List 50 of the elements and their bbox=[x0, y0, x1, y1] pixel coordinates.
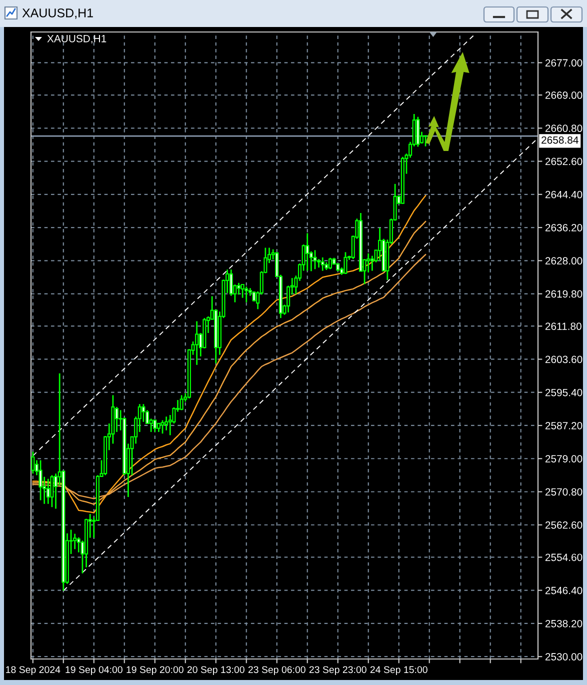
candlestick bbox=[306, 232, 310, 272]
candlestick bbox=[236, 282, 241, 296]
candlestick bbox=[142, 403, 146, 423]
y-tick-label: 2587.20 bbox=[545, 422, 582, 430]
x-tick-label: 23 Sep 06:00 bbox=[248, 666, 306, 676]
y-tick-label: 2636.20 bbox=[545, 224, 582, 232]
candlestick bbox=[180, 394, 184, 411]
y-tick-label: 2669.00 bbox=[545, 92, 582, 99]
y-tick-label: 2677.00 bbox=[545, 59, 582, 67]
y-tick-label: 2644.40 bbox=[545, 190, 582, 198]
ref-line-label: 2658.84 bbox=[542, 136, 578, 144]
chart-title: XAUUSD,H1 bbox=[22, 8, 93, 19]
candlestick bbox=[46, 478, 50, 505]
y-tick-label: 2579.00 bbox=[545, 455, 582, 462]
candlestick bbox=[73, 533, 77, 550]
candlestick bbox=[195, 320, 199, 366]
y-tick-label: 2530.00 bbox=[545, 653, 582, 660]
x-tick-label: 18 Sep 2024 bbox=[6, 666, 60, 676]
y-tick-label: 2652.60 bbox=[545, 158, 582, 166]
y-tick-label: 2595.40 bbox=[545, 388, 582, 396]
candlestick bbox=[244, 286, 248, 303]
candlestick bbox=[240, 283, 244, 299]
line-series bbox=[62, 139, 537, 592]
y-tick-label: 2603.60 bbox=[545, 356, 582, 364]
candlestick bbox=[164, 416, 168, 432]
y-tick-label: 2538.20 bbox=[545, 620, 582, 628]
x-tick-label: 19 Sep 20:00 bbox=[126, 666, 184, 676]
y-tick-label: 2562.60 bbox=[545, 521, 582, 529]
candlestick bbox=[38, 460, 42, 501]
candlestick bbox=[313, 249, 317, 270]
x-tick-label: 24 Sep 15:00 bbox=[370, 666, 428, 676]
candlestick bbox=[31, 451, 35, 474]
candlestick bbox=[328, 257, 332, 270]
x-tick-label: 20 Sep 13:00 bbox=[187, 666, 244, 676]
chart-subtitle: XAUUSD,H1 bbox=[47, 34, 106, 44]
candlestick bbox=[153, 418, 157, 433]
y-tick-label: 2660.80 bbox=[545, 124, 582, 132]
candlestick bbox=[344, 251, 348, 275]
y-tick-label: 2628.00 bbox=[545, 257, 582, 265]
x-tick-label: 19 Sep 04:00 bbox=[66, 666, 122, 676]
candlestick bbox=[320, 256, 324, 272]
y-tick-label: 2611.80 bbox=[545, 322, 582, 330]
candlestick bbox=[114, 406, 119, 433]
y-tick-label: 2619.80 bbox=[545, 290, 582, 298]
x-tick-label: 23 Sep 23:00 bbox=[309, 666, 366, 676]
y-tick-label: 2570.80 bbox=[545, 488, 582, 496]
y-tick-label: 2554.60 bbox=[545, 554, 582, 562]
candlestick bbox=[50, 474, 54, 508]
candlestick bbox=[160, 420, 164, 434]
y-tick-label: 2546.40 bbox=[545, 586, 582, 594]
